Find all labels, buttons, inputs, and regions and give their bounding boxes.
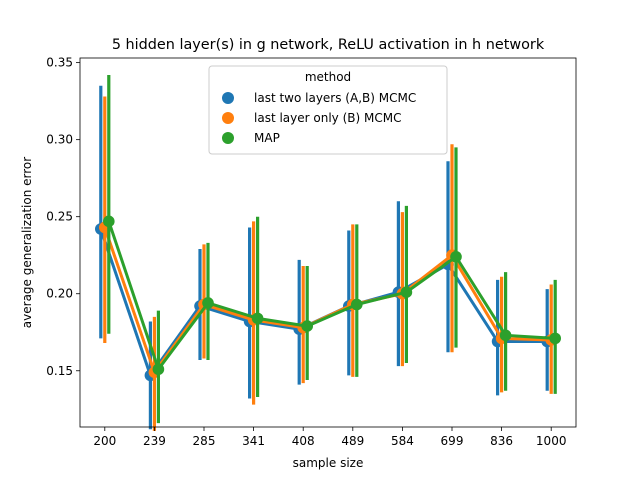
data-point <box>152 363 165 376</box>
x-tick-label: 1000 <box>536 434 567 448</box>
legend-item: last two layers (A,B) MCMC <box>222 91 416 105</box>
y-tick-label: 0.35 <box>46 56 73 70</box>
plot-area <box>95 74 561 431</box>
data-point <box>400 286 413 298</box>
x-axis: 200 239 285 341 408 489 584 699 836 1000 <box>93 427 566 448</box>
legend-item: MAP <box>222 131 280 145</box>
legend-label: last layer only (B) MCMC <box>254 111 401 125</box>
x-tick-label: 699 <box>441 434 464 448</box>
data-point <box>549 332 561 345</box>
legend-box <box>208 65 448 155</box>
y-axis: 0.15 0.20 0.25 0.30 0.35 <box>46 56 80 378</box>
x-tick-label: 836 <box>490 434 513 448</box>
x-tick-label: 489 <box>341 434 364 448</box>
data-point <box>351 298 363 311</box>
y-tick-label: 0.30 <box>46 133 73 147</box>
data-point <box>202 297 214 309</box>
x-tick-label: 341 <box>242 434 265 448</box>
x-tick-label: 239 <box>143 434 166 448</box>
x-tick-label: 584 <box>391 434 414 448</box>
x-axis-label: sample size <box>293 456 364 470</box>
y-axis-label: average generalization error <box>20 157 34 328</box>
x-tick-label: 408 <box>292 434 315 448</box>
y-tick-label: 0.20 <box>46 287 73 301</box>
legend-item: last layer only (B) MCMC <box>222 111 401 125</box>
legend-title: method <box>305 70 351 84</box>
legend-label: MAP <box>254 131 280 145</box>
x-tick-label: 285 <box>193 434 216 448</box>
series-2 <box>103 74 561 424</box>
data-point <box>450 250 462 263</box>
legend-marker <box>222 92 234 104</box>
chart-title: 5 hidden layer(s) in g network, ReLU act… <box>112 37 545 53</box>
legend: method last two layers (A,B) MCMC last la… <box>208 65 448 155</box>
legend-marker <box>222 112 234 124</box>
y-tick-label: 0.25 <box>46 210 73 224</box>
legend-label: last two layers (A,B) MCMC <box>254 91 416 105</box>
data-point <box>499 329 512 342</box>
x-tick-label: 200 <box>93 434 116 448</box>
data-point <box>251 312 264 325</box>
data-point <box>301 320 314 332</box>
series-line <box>107 220 556 371</box>
axes-frame <box>79 57 577 428</box>
legend-marker <box>222 132 234 144</box>
data-point <box>103 215 115 228</box>
y-tick-label: 0.15 <box>46 364 73 378</box>
